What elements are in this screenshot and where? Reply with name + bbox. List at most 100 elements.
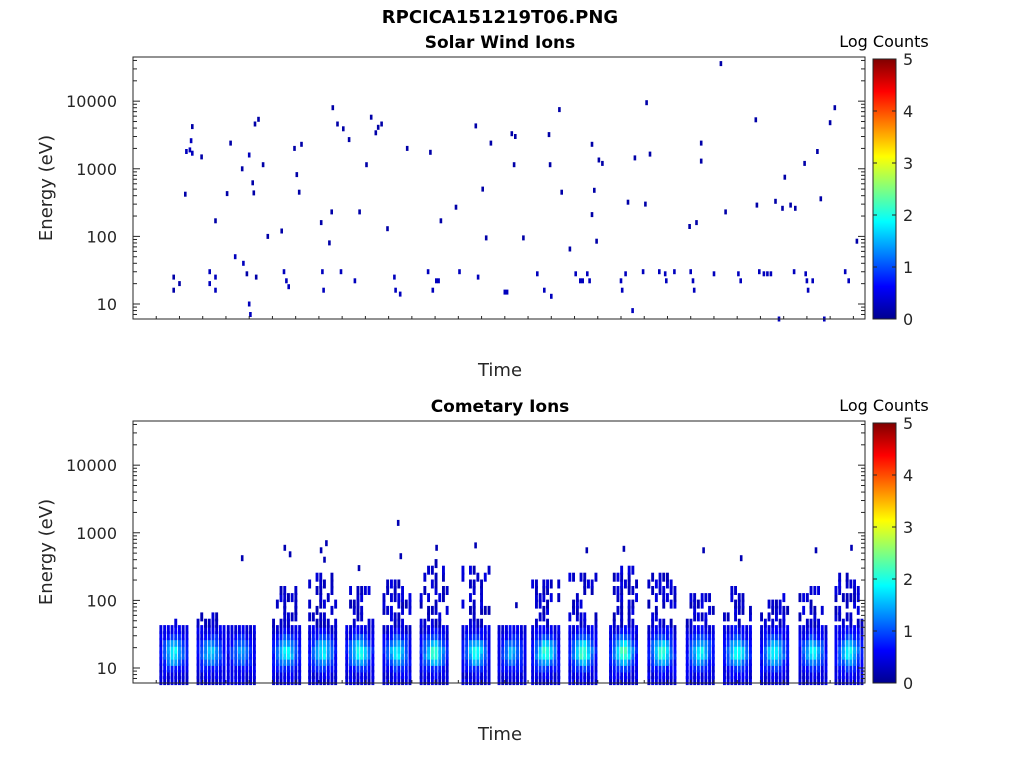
- heatmap-cell: [330, 644, 334, 654]
- heatmap-cell: [408, 644, 412, 654]
- heatmap-cell: [419, 670, 423, 680]
- heatmap-cell: [241, 637, 245, 647]
- heatmap-cell: [612, 650, 616, 660]
- heatmap-cell: [434, 625, 438, 635]
- heatmap-cell: [760, 637, 763, 647]
- heatmap-cell: [712, 271, 716, 277]
- heatmap-cell: [549, 631, 553, 641]
- heatmap-cell: [319, 631, 323, 641]
- heatmap-cell: [218, 676, 222, 686]
- heatmap-cell: [841, 663, 845, 673]
- heatmap-cell: [673, 269, 676, 275]
- heatmap-cell: [419, 599, 423, 609]
- heatmap-cell: [726, 663, 730, 673]
- heatmap-cell: [174, 656, 178, 666]
- heatmap-cell: [508, 625, 512, 635]
- heatmap-cell: [226, 663, 230, 673]
- heatmap-cell: [542, 637, 546, 647]
- heatmap-cell: [371, 625, 375, 635]
- heatmap-cell: [226, 650, 230, 660]
- heatmap-cell: [723, 650, 726, 660]
- heatmap-cell: [553, 670, 557, 680]
- heatmap-cell: [234, 656, 238, 666]
- heatmap-cell: [396, 519, 400, 526]
- heatmap-cell: [393, 637, 397, 647]
- heatmap-cell: [371, 644, 375, 654]
- heatmap-cell: [505, 637, 508, 647]
- heatmap-cell: [805, 625, 809, 635]
- heatmap-cell: [445, 586, 449, 595]
- heatmap-cell: [308, 612, 312, 622]
- heatmap-cell: [635, 637, 638, 647]
- heatmap-cell: [609, 631, 612, 641]
- heatmap-cell: [241, 644, 245, 654]
- heatmap-cell: [311, 663, 315, 673]
- heatmap-cell: [196, 631, 200, 641]
- heatmap-cell: [290, 676, 294, 686]
- heatmap-cell: [813, 663, 817, 673]
- heatmap-cell: [427, 663, 430, 673]
- heatmap-cell: [393, 625, 397, 635]
- heatmap-cell: [834, 605, 838, 615]
- heatmap-cell: [442, 593, 445, 603]
- heatmap-cell: [538, 650, 542, 660]
- heatmap-cell: [737, 593, 741, 603]
- heatmap-cell: [616, 670, 620, 680]
- heatmap-cell: [631, 631, 635, 641]
- heatmap-cell: [352, 618, 356, 628]
- heatmap-cell: [367, 656, 371, 666]
- heatmap-cell: [631, 676, 635, 686]
- heatmap-cell: [204, 631, 207, 641]
- heatmap-cell: [215, 676, 219, 686]
- heatmap-cell: [245, 663, 249, 673]
- heatmap-cell: [845, 631, 849, 641]
- heatmap-cell: [583, 676, 587, 686]
- heatmap-cell: [419, 637, 423, 647]
- heatmap-cell: [856, 676, 860, 686]
- heatmap-cell: [326, 631, 330, 641]
- heatmap-cell: [483, 644, 487, 654]
- heatmap-cell: [792, 269, 796, 275]
- heatmap-cell: [798, 663, 802, 673]
- heatmap-cell: [734, 599, 737, 609]
- heatmap-cell: [386, 650, 390, 660]
- heatmap-cell: [352, 670, 356, 680]
- heatmap-cell: [438, 650, 442, 660]
- heatmap-cell: [298, 670, 302, 680]
- heatmap-cell: [763, 650, 767, 660]
- heatmap-cell: [185, 637, 189, 647]
- heatmap-cell: [323, 631, 326, 641]
- heatmap-cell: [782, 618, 786, 628]
- heatmap-cell: [445, 670, 449, 680]
- heatmap-cell: [583, 572, 587, 582]
- heatmap-cell: [741, 593, 745, 603]
- heatmap-cell: [771, 644, 775, 654]
- heatmap-cell: [798, 650, 802, 660]
- heatmap-cell: [587, 625, 590, 635]
- heatmap-cell: [308, 599, 312, 609]
- heatmap-cell: [427, 605, 430, 615]
- plot-frame-solar-wind: [132, 56, 866, 320]
- y-tick-label: 10: [97, 659, 117, 678]
- heatmap-cell: [693, 599, 697, 609]
- colorbar-tick-label: 3: [903, 154, 913, 173]
- heatmap-cell: [549, 637, 553, 647]
- heatmap-cell: [322, 287, 325, 293]
- heatmap-cell: [723, 612, 726, 622]
- heatmap-cell: [590, 631, 594, 641]
- heatmap-cell: [775, 656, 778, 666]
- heatmap-cell: [211, 618, 215, 628]
- heatmap-cell: [654, 670, 658, 680]
- heatmap-cell: [294, 631, 298, 641]
- heatmap-cell: [514, 134, 517, 139]
- heatmap-cell: [323, 625, 326, 635]
- heatmap-cell: [476, 618, 480, 628]
- heatmap-cell: [696, 625, 700, 635]
- heatmap-cell: [166, 670, 170, 680]
- heatmap-cell: [174, 670, 178, 680]
- heatmap-cell: [749, 637, 752, 647]
- heatmap-cell: [170, 631, 174, 641]
- heatmap-cell: [434, 599, 438, 609]
- heatmap-cell: [834, 644, 838, 654]
